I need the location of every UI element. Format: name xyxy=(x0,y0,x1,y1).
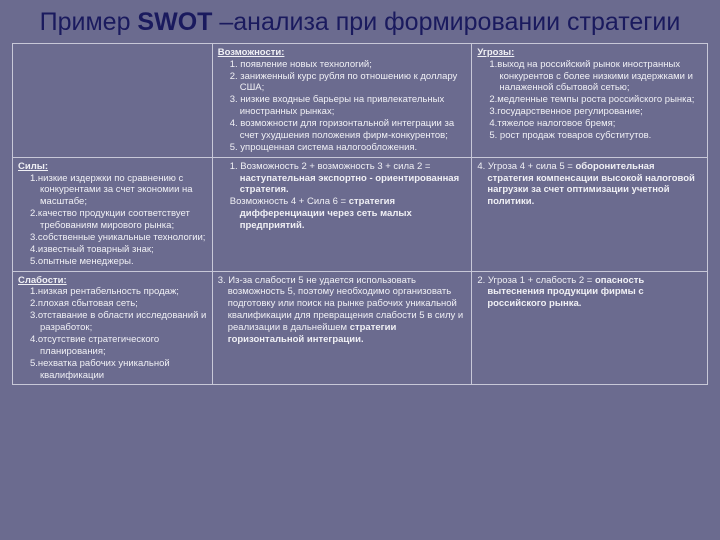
list-item: 3.отставание в области исследований и ра… xyxy=(18,310,207,334)
cell-wo: 3. Из-за слабости 5 не удается использов… xyxy=(212,271,472,385)
slide-title: Пример SWOT –анализа при формировании ст… xyxy=(0,0,720,43)
opportunities-header: Возможности: xyxy=(218,47,467,59)
list-item: 4.отсутствие стратегического планировани… xyxy=(18,334,207,358)
list-item: 5.нехватка рабочих уникальной квалификац… xyxy=(18,358,207,382)
list-item: 2. заниженный курс рубля по отношению к … xyxy=(218,71,467,95)
list-item: 1.низкие издержки по сравнению с конкуре… xyxy=(18,173,207,209)
list-item: 4.тяжелое налоговое бремя; xyxy=(477,118,702,130)
list-item: 3.государственное регулирование; xyxy=(477,106,702,118)
cell-wt: 2. Угроза 1 + слабость 2 = опасность выт… xyxy=(472,271,708,385)
strengths-list: 1.низкие издержки по сравнению с конкуре… xyxy=(18,173,207,268)
st-strategy: 4. Угроза 4 + сила 5 = оборонительная ст… xyxy=(477,161,702,209)
list-item: 1. появление новых технологий; xyxy=(218,59,467,71)
cell-opportunities: Возможности: 1. появление новых технолог… xyxy=(212,43,472,157)
list-item: 1.выход на российский рынок иностранных … xyxy=(477,59,702,95)
weaknesses-header: Слабости: xyxy=(18,275,207,287)
so-strategy-1: 1. Возможность 2 + возможность 3 + сила … xyxy=(218,161,467,197)
list-item: 1.низкая рентабельность продаж; xyxy=(18,286,207,298)
cell-weaknesses: Слабости: 1.низкая рентабельность продаж… xyxy=(13,271,213,385)
weaknesses-list: 1.низкая рентабельность продаж;2.плохая … xyxy=(18,286,207,381)
list-item: 3. низкие входные барьеры на привлекател… xyxy=(218,94,467,118)
opportunities-list: 1. появление новых технологий;2. занижен… xyxy=(218,59,467,154)
list-item: 5. упрощенная система налогообложения. xyxy=(218,142,467,154)
list-item: 4. возможности для горизонтальной интегр… xyxy=(218,118,467,142)
list-item: 4.известный товарный знак; xyxy=(18,244,207,256)
so-strategy-2: Возможность 4 + Сила 6 = стратегия диффе… xyxy=(218,196,467,232)
list-item: 2.качество продукции соответствует требо… xyxy=(18,208,207,232)
cell-strengths: Силы: 1.низкие издержки по сравнению с к… xyxy=(13,157,213,271)
threats-header: Угрозы: xyxy=(477,47,702,59)
cell-so: 1. Возможность 2 + возможность 3 + сила … xyxy=(212,157,472,271)
cell-threats: Угрозы: 1.выход на российский рынок инос… xyxy=(472,43,708,157)
list-item: 3.собственные уникальные технологии; xyxy=(18,232,207,244)
swot-table: Возможности: 1. появление новых технолог… xyxy=(12,43,708,386)
list-item: 2.медленные темпы роста российского рынк… xyxy=(477,94,702,106)
threats-list: 1.выход на российский рынок иностранных … xyxy=(477,59,702,142)
cell-st: 4. Угроза 4 + сила 5 = оборонительная ст… xyxy=(472,157,708,271)
wo-strategy: 3. Из-за слабости 5 не удается использов… xyxy=(218,275,467,346)
list-item: 5.опытные менеджеры. xyxy=(18,256,207,268)
wt-strategy: 2. Угроза 1 + слабость 2 = опасность выт… xyxy=(477,275,702,311)
strengths-header: Силы: xyxy=(18,161,207,173)
list-item: 2.плохая сбытовая сеть; xyxy=(18,298,207,310)
list-item: 5. рост продаж товаров субститутов. xyxy=(477,130,702,142)
cell-empty xyxy=(13,43,213,157)
